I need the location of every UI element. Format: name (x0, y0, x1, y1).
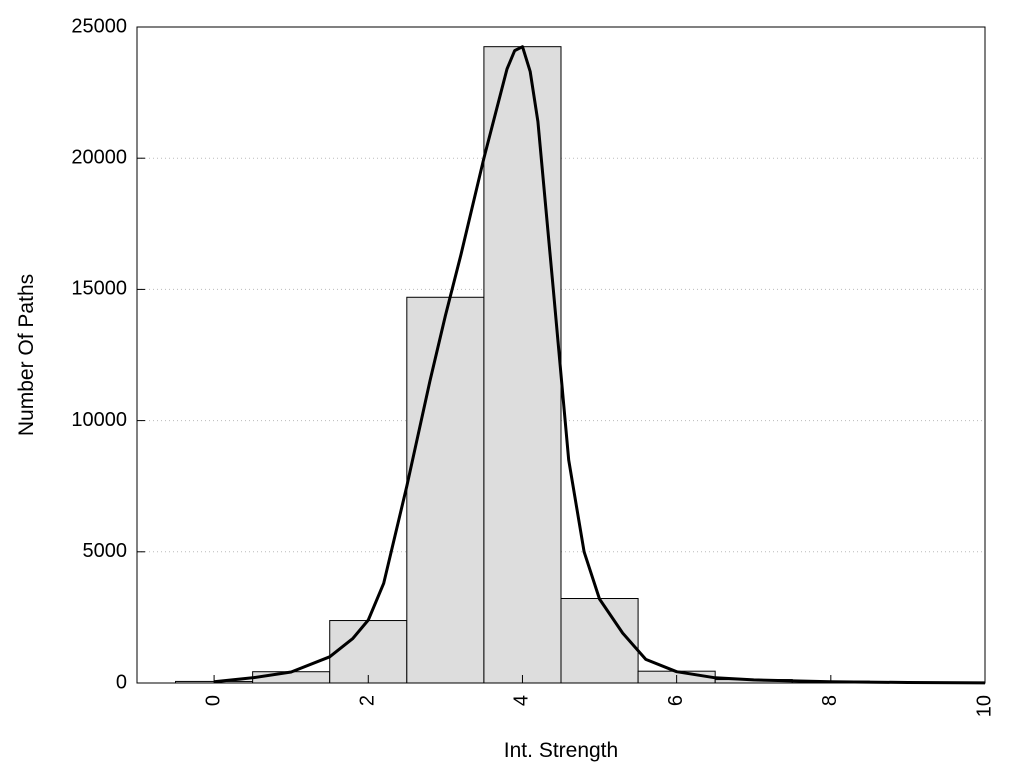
y-tick-label: 0 (116, 671, 127, 693)
y-axis: 0 5000 10000 15000 20000 25000 (71, 15, 145, 693)
y-tick-label: 15000 (71, 278, 127, 300)
density-line (213, 45, 986, 685)
bar (406, 296, 485, 684)
bars (175, 46, 947, 684)
x-tick-label: 0 (202, 695, 224, 706)
x-tick-label: 10 (973, 695, 995, 717)
y-tick-label: 5000 (83, 540, 128, 562)
x-axis: 0 2 4 6 8 10 (202, 675, 995, 717)
x-tick-label: 4 (511, 695, 533, 706)
plot-frame (136, 26, 986, 684)
bar (560, 598, 639, 684)
x-tick-label: 2 (357, 695, 379, 706)
y-axis-title: Number Of Paths (15, 274, 38, 436)
x-tick-label: 8 (819, 695, 841, 706)
bar (329, 620, 408, 684)
x-tick-label: 6 (665, 695, 687, 706)
y-tick-label: 10000 (71, 409, 127, 431)
x-axis-title: Int. Strength (504, 739, 618, 762)
bar (483, 46, 562, 684)
y-tick-label: 25000 (71, 15, 127, 37)
y-tick-label: 20000 (71, 146, 127, 168)
